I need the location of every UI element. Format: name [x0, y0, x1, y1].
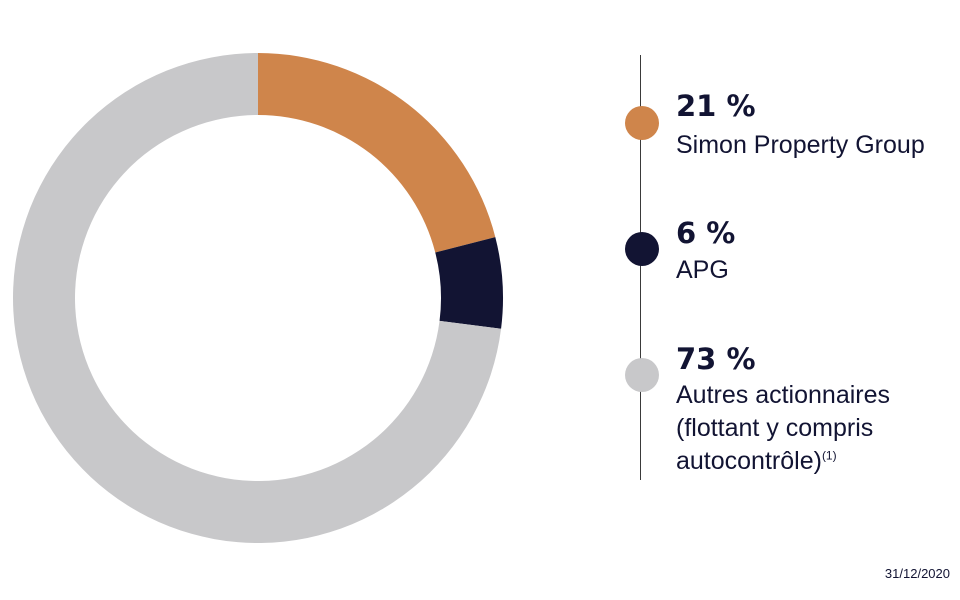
donut-chart	[13, 53, 503, 544]
slice-simon-property-group	[258, 53, 496, 253]
legend-label-simon: Simon Property Group	[676, 131, 925, 159]
legend-value-autres: 73 %	[676, 342, 756, 376]
legend-value-simon: 21 %	[676, 89, 756, 123]
date-label: 31/12/2020	[884, 566, 950, 581]
legend-label-autres-line2: (flottant y compris	[676, 414, 874, 442]
legend-label-autres-text: autocontrôle)	[676, 447, 822, 475]
legend-divider	[640, 55, 641, 480]
legend-label-autres-line1: Autres actionnaires	[676, 381, 891, 409]
legend-dot-grey	[625, 358, 659, 392]
footnote-marker: (1)	[821, 448, 837, 463]
legend-value-apg: 6 %	[676, 216, 736, 250]
slice-apg	[435, 237, 503, 329]
legend-label-autres-line3: autocontrôle)(1)	[676, 445, 837, 477]
legend-dot-navy	[625, 232, 659, 266]
legend-label-apg: APG	[676, 256, 729, 284]
legend-dot-orange	[625, 106, 659, 140]
